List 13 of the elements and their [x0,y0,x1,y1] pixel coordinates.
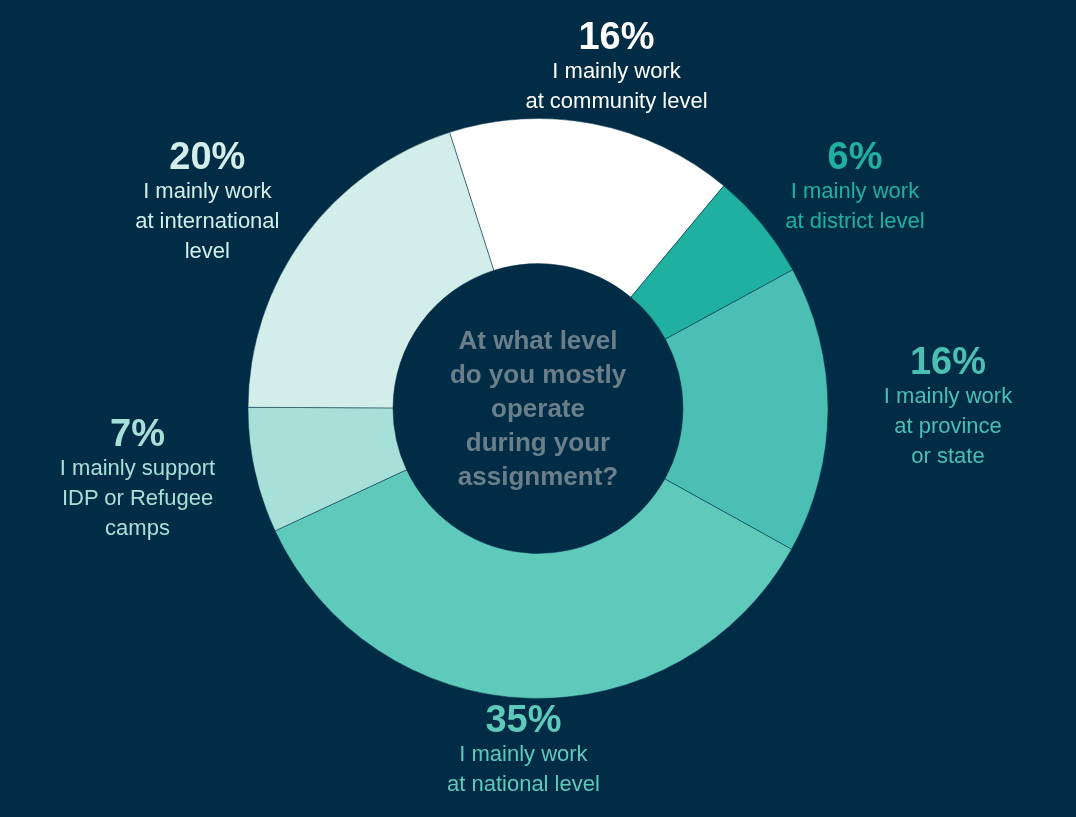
data-label: 6% [827,134,883,177]
slice-label: I mainly support IDP or Refugee camps [59,455,216,541]
data-label: 35% [485,698,562,741]
slice-label: I mainly work at international level [135,177,280,263]
data-label: 20% [169,134,246,177]
data-label: 16% [909,339,987,382]
slice-label: I mainly work at district level [785,177,925,233]
data-label: 7% [110,412,165,455]
slice-label: I mainly work at community level [525,57,708,113]
data-label: 16% [578,14,655,57]
text: At what level do you mostly operate during your assignment? [449,324,627,491]
slice-label: I mainly work at province or state [883,382,1014,468]
slice-label: I mainly work at national level [446,741,600,797]
